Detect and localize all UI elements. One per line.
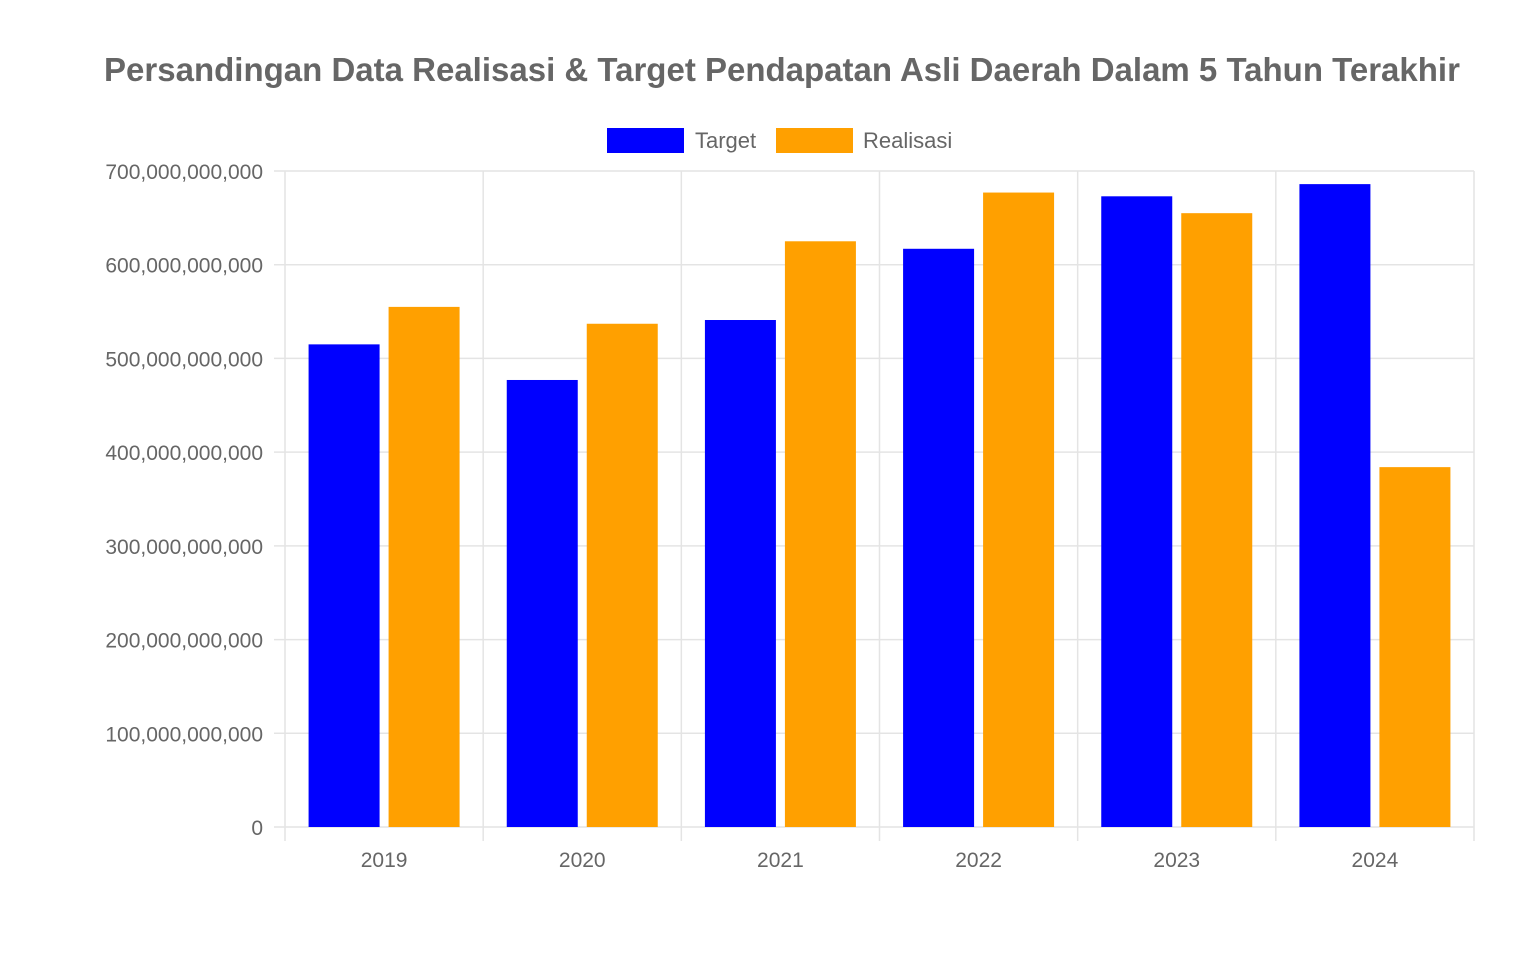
x-tick-label: 2019: [361, 849, 408, 872]
y-tick-label: 400,000,000,000: [105, 442, 263, 465]
y-tick-label: 200,000,000,000: [105, 630, 263, 653]
bar-target-2019: [308, 344, 380, 827]
legend-label-realisasi: Realisasi: [863, 128, 952, 153]
x-axis: 2019 2020 2021 2022 2023 2024: [361, 849, 1399, 872]
bars: [308, 184, 1451, 828]
chart-title: Persandingan Data Realisasi & Target Pen…: [104, 51, 1460, 88]
grid: [274, 170, 1475, 841]
x-tick-label: 2022: [955, 849, 1002, 872]
bar-realisasi-2022: [983, 192, 1055, 827]
y-tick-label: 300,000,000,000: [105, 536, 263, 559]
legend-label-target: Target: [695, 128, 756, 153]
bar-realisasi-2024: [1379, 467, 1451, 827]
x-tick-label: 2020: [559, 849, 606, 872]
bar-target-2020: [506, 379, 578, 827]
bar-target-2022: [903, 248, 975, 828]
legend: Target Realisasi: [607, 128, 952, 153]
bar-realisasi-2023: [1181, 213, 1253, 827]
y-axis: 0 100,000,000,000 200,000,000,000 300,000,0…: [105, 161, 263, 840]
y-tick-label: 100,000,000,000: [105, 723, 263, 746]
bar-target-2024: [1299, 184, 1371, 827]
x-tick-label: 2024: [1352, 849, 1399, 872]
bar-realisasi-2019: [388, 306, 460, 827]
x-tick-label: 2021: [757, 849, 804, 872]
y-tick-label: 0: [251, 817, 263, 840]
x-tick-label: 2023: [1153, 849, 1200, 872]
y-tick-label: 600,000,000,000: [105, 255, 263, 278]
legend-swatch-target: [607, 128, 684, 153]
bar-realisasi-2021: [784, 241, 856, 828]
legend-swatch-realisasi: [776, 128, 853, 153]
bar-realisasi-2020: [586, 323, 658, 827]
bar-target-2023: [1101, 196, 1173, 827]
y-tick-label: 700,000,000,000: [105, 161, 263, 184]
y-tick-label: 500,000,000,000: [105, 348, 263, 371]
bar-target-2021: [704, 320, 776, 827]
